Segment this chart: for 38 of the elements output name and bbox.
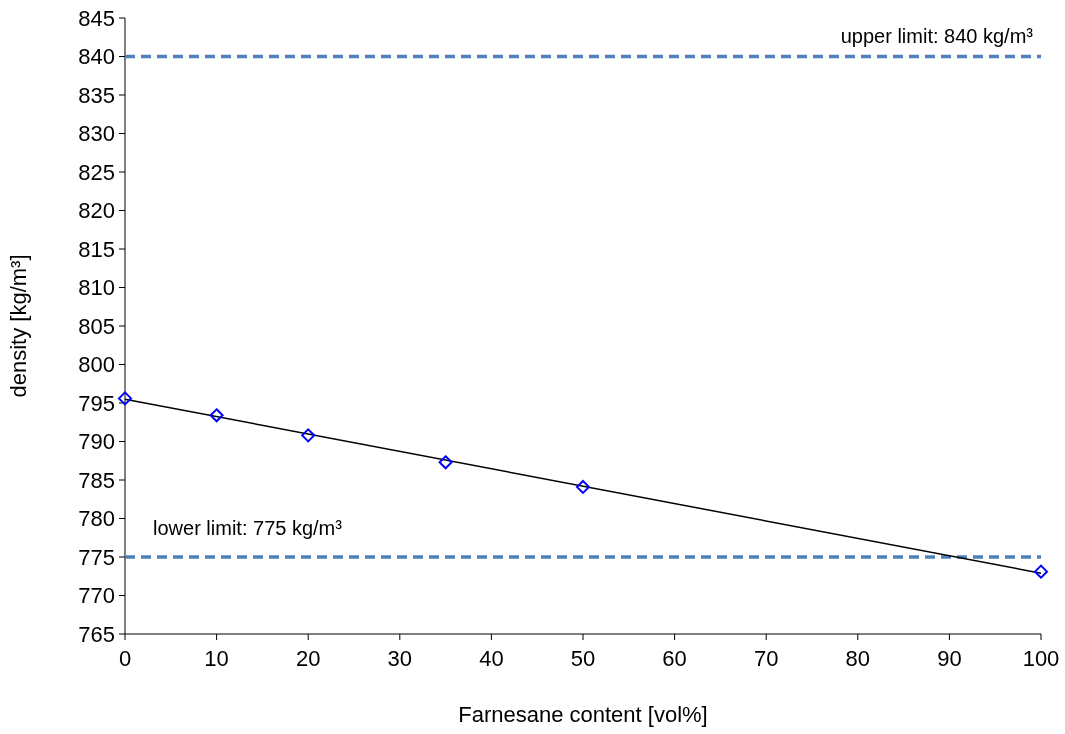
x-tick-label: 80 <box>845 646 871 671</box>
point <box>1034 564 1048 579</box>
x-tick-label: 90 <box>937 646 962 671</box>
point <box>118 391 132 406</box>
x-tick-label: 70 <box>753 646 779 671</box>
ref-line-label: upper limit: 840 kg/m³ <box>840 24 1034 47</box>
point <box>301 428 316 443</box>
point <box>576 479 590 494</box>
y-tick-label: 770 <box>78 583 115 609</box>
y-axis-title: density [kg/m³] <box>6 254 31 398</box>
y-tick-label: 785 <box>78 467 115 493</box>
y-tick-label: 810 <box>78 275 115 301</box>
x-tick-label: 20 <box>295 646 321 671</box>
y-tick-label: 820 <box>78 198 115 224</box>
y-tick-label: 765 <box>78 621 115 647</box>
x-tick-label: 50 <box>570 646 596 671</box>
x-tick-label: 10 <box>204 646 229 671</box>
y-tick-label: 815 <box>78 236 115 262</box>
x-tick-label: 60 <box>662 646 687 671</box>
x-tick-label: 30 <box>387 646 413 671</box>
y-tick-label: 780 <box>78 506 115 532</box>
y-tick-label: 830 <box>78 121 115 147</box>
y-tick-label: 840 <box>78 44 115 70</box>
x-axis-title: Farnesane content [vol%] <box>458 702 708 727</box>
y-tick-label: 795 <box>78 390 115 416</box>
ref-line-label: lower limit: 775 kg/m³ <box>153 517 343 539</box>
point <box>438 455 453 470</box>
x-tick-label: 40 <box>479 646 504 671</box>
y-tick-label: 825 <box>78 159 115 185</box>
y-tick-label: 790 <box>78 429 115 455</box>
y-tick-label: 835 <box>78 82 115 108</box>
y-tick-label: 805 <box>78 313 115 339</box>
x-tick-label: 0 <box>118 646 132 671</box>
y-tick-label: 775 <box>78 544 115 570</box>
point <box>209 408 224 423</box>
x-tick-label: 100 <box>1022 646 1060 671</box>
y-tick-label: 800 <box>78 352 115 378</box>
y-tick-label: 845 <box>78 5 115 31</box>
